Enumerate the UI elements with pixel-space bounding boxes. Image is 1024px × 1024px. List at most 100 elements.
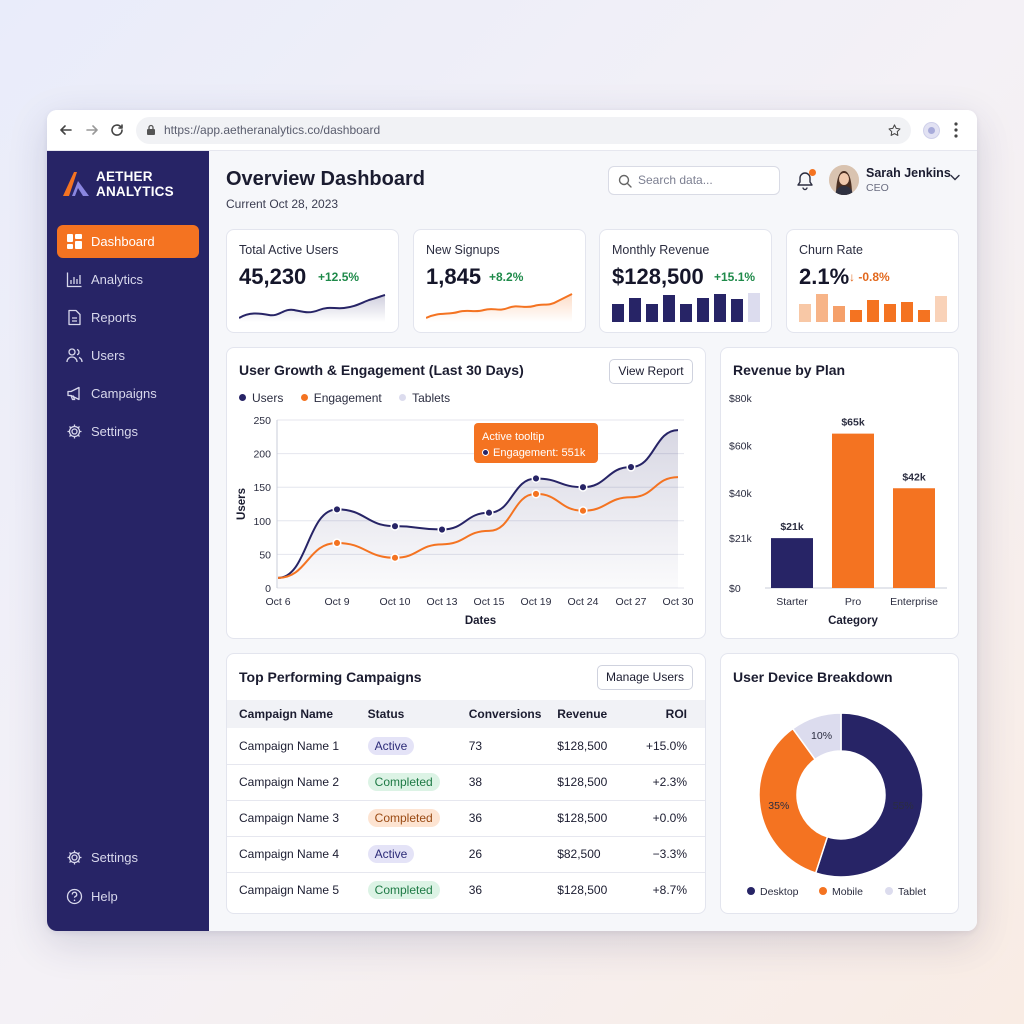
slice-label: 55% — [893, 800, 914, 812]
col-header-roi[interactable]: ROI — [645, 700, 705, 728]
bar-value-label: $42k — [902, 471, 926, 483]
megaphone-icon — [67, 386, 80, 401]
table-row[interactable]: Campaign Name 1 Active 73 $128,500 +15.0… — [227, 728, 705, 765]
x-tick-label: Oct 15 — [474, 596, 505, 608]
slice-desktop — [814, 712, 924, 878]
sidebar-item-label: Analytics — [91, 272, 144, 287]
data-point-users — [437, 524, 447, 535]
forward-arrow-icon[interactable] — [82, 120, 102, 140]
kpi-card-new-signups[interactable]: New Signups 1,845 +8.2% — [413, 229, 586, 333]
sidebar-item-campaigns[interactable]: Campaigns — [57, 377, 199, 410]
kpi-card-churn-rate[interactable]: Churn Rate 2.1% ↓ -0.8% — [786, 229, 959, 333]
sidebar-item-reports[interactable]: Reports — [57, 301, 199, 334]
col-header-revenue[interactable]: Revenue — [557, 700, 646, 728]
address-bar[interactable]: https://app.aetheranalytics.co/dashboard — [136, 117, 911, 144]
sidebar: AETHER ANALYTICS Dashboard Analytics Rep… — [47, 151, 209, 931]
reload-icon[interactable] — [107, 120, 127, 140]
bookmark-star-icon[interactable] — [887, 123, 902, 138]
y-tick-label: 250 — [253, 415, 271, 427]
data-point-users — [484, 508, 494, 518]
revenue-by-plan-chart: $0 $21k $40k $60k $80k $21k Starter $65k Pro $42k… — [729, 393, 947, 627]
kpi-card-active-users[interactable]: Total Active Users 45,230 +12.5% — [226, 229, 399, 333]
app-logo[interactable]: AETHER ANALYTICS — [61, 167, 201, 201]
bar-value-label: $65k — [841, 417, 865, 429]
avatar[interactable] — [829, 165, 859, 195]
view-report-button[interactable]: View Report — [609, 359, 693, 384]
y-tick-label: $80k — [729, 393, 753, 405]
campaign-name: Campaign Name 5 — [239, 883, 340, 898]
table-row[interactable]: Campaign Name 2 Completed 38 $128,500 +2… — [227, 764, 705, 801]
tooltip-value: Engagement: 551k — [493, 447, 586, 459]
churn-rate-mini-bars — [799, 294, 947, 322]
col-header-campaign[interactable]: Campaign Name — [227, 700, 368, 728]
y-tick-label: 200 — [253, 449, 271, 461]
revenue: $128,500 — [557, 728, 646, 765]
user-name[interactable]: Sarah Jenkins — [866, 166, 951, 180]
data-point-engagement — [390, 553, 400, 563]
users-icon — [66, 348, 83, 363]
data-point-engagement — [578, 506, 588, 516]
search-placeholder: Search data... — [638, 173, 713, 187]
bar-enterprise — [893, 488, 935, 588]
col-header-conversions[interactable]: Conversions — [468, 700, 558, 728]
help-icon — [66, 888, 83, 905]
logo-text-line2: ANALYTICS — [96, 184, 174, 199]
slice-tablet — [791, 712, 842, 761]
x-tick-label: Oct 13 — [427, 596, 458, 608]
sidebar-item-settings[interactable]: Settings — [57, 415, 199, 448]
status-badge: Completed — [367, 881, 440, 900]
more-options-icon[interactable] — [953, 121, 959, 139]
legend-swatch-tablets — [399, 394, 407, 401]
aether-logo-icon — [63, 172, 89, 196]
x-tick-label: Oct 24 — [568, 596, 599, 608]
monthly-revenue-mini-bars — [612, 293, 760, 322]
campaign-name: Campaign Name 3 — [227, 800, 368, 837]
x-tick-label: Enterprise — [890, 596, 938, 608]
back-arrow-icon[interactable] — [56, 120, 76, 140]
chevron-down-icon[interactable] — [950, 174, 960, 181]
legend-users: Users — [252, 391, 284, 405]
page-title: Overview Dashboard — [226, 168, 425, 190]
campaigns-table: Campaign Name Status Conversions Revenue… — [227, 700, 705, 908]
sidebar-item-dashboard[interactable]: Dashboard — [57, 225, 199, 258]
dashboard-icon — [67, 234, 82, 249]
x-tick-label: Oct 30 — [663, 596, 694, 608]
x-tick-label: Oct 27 — [616, 596, 647, 608]
data-point-users — [578, 482, 588, 492]
manage-users-button[interactable]: Manage Users — [597, 665, 693, 690]
roi: +0.0% — [645, 800, 705, 837]
card-title: Top Performing Campaigns — [239, 669, 422, 685]
table-row[interactable]: Campaign Name 3 Completed 36 $128,500 +0… — [227, 800, 705, 837]
data-point-users — [531, 473, 541, 484]
browser-window: https://app.aetheranalytics.co/dashboard… — [47, 110, 977, 931]
revenue: $82,500 — [557, 836, 646, 873]
search-input[interactable]: Search data... — [608, 166, 780, 195]
table-row[interactable]: Campaign Name 4 Active 26 $82,500 −3.3% — [227, 836, 705, 873]
y-tick-label: $21k — [729, 533, 753, 545]
y-tick-label: 0 — [265, 583, 271, 595]
col-header-status[interactable]: Status — [367, 700, 469, 728]
notification-bell-icon[interactable] — [796, 171, 814, 191]
legend-swatch-tablet — [885, 887, 893, 895]
card-title: Revenue by Plan — [733, 362, 846, 378]
sidebar-item-help[interactable]: Help — [57, 880, 199, 913]
active-users-sparkline — [239, 294, 386, 322]
sidebar-item-settings-bottom[interactable]: Settings — [57, 841, 199, 874]
analytics-icon — [66, 272, 82, 288]
browser-profile-icon[interactable] — [923, 122, 940, 139]
data-point-engagement — [332, 538, 342, 548]
campaigns-card: Top Performing Campaigns Manage Users Ca… — [226, 653, 706, 914]
sidebar-item-analytics[interactable]: Analytics — [57, 263, 199, 296]
x-tick-label: Oct 6 — [265, 596, 290, 608]
browser-toolbar: https://app.aetheranalytics.co/dashboard — [47, 110, 977, 151]
kpi-card-monthly-revenue[interactable]: Monthly Revenue $128,500 +15.1% — [599, 229, 772, 333]
card-title: User Device Breakdown — [733, 669, 893, 685]
table-row[interactable]: Campaign Name 5 Completed 36 $128,500 +8… — [227, 872, 705, 908]
page-date: Current Oct 28, 2023 — [226, 197, 339, 211]
x-axis-title: Dates — [465, 615, 496, 627]
conversions: 26 — [468, 836, 558, 873]
growth-legend: Users Engagement Tablets — [239, 391, 464, 405]
user-portrait-icon — [829, 165, 859, 195]
sidebar-item-label: Settings — [91, 850, 138, 865]
sidebar-item-users[interactable]: Users — [57, 339, 199, 372]
